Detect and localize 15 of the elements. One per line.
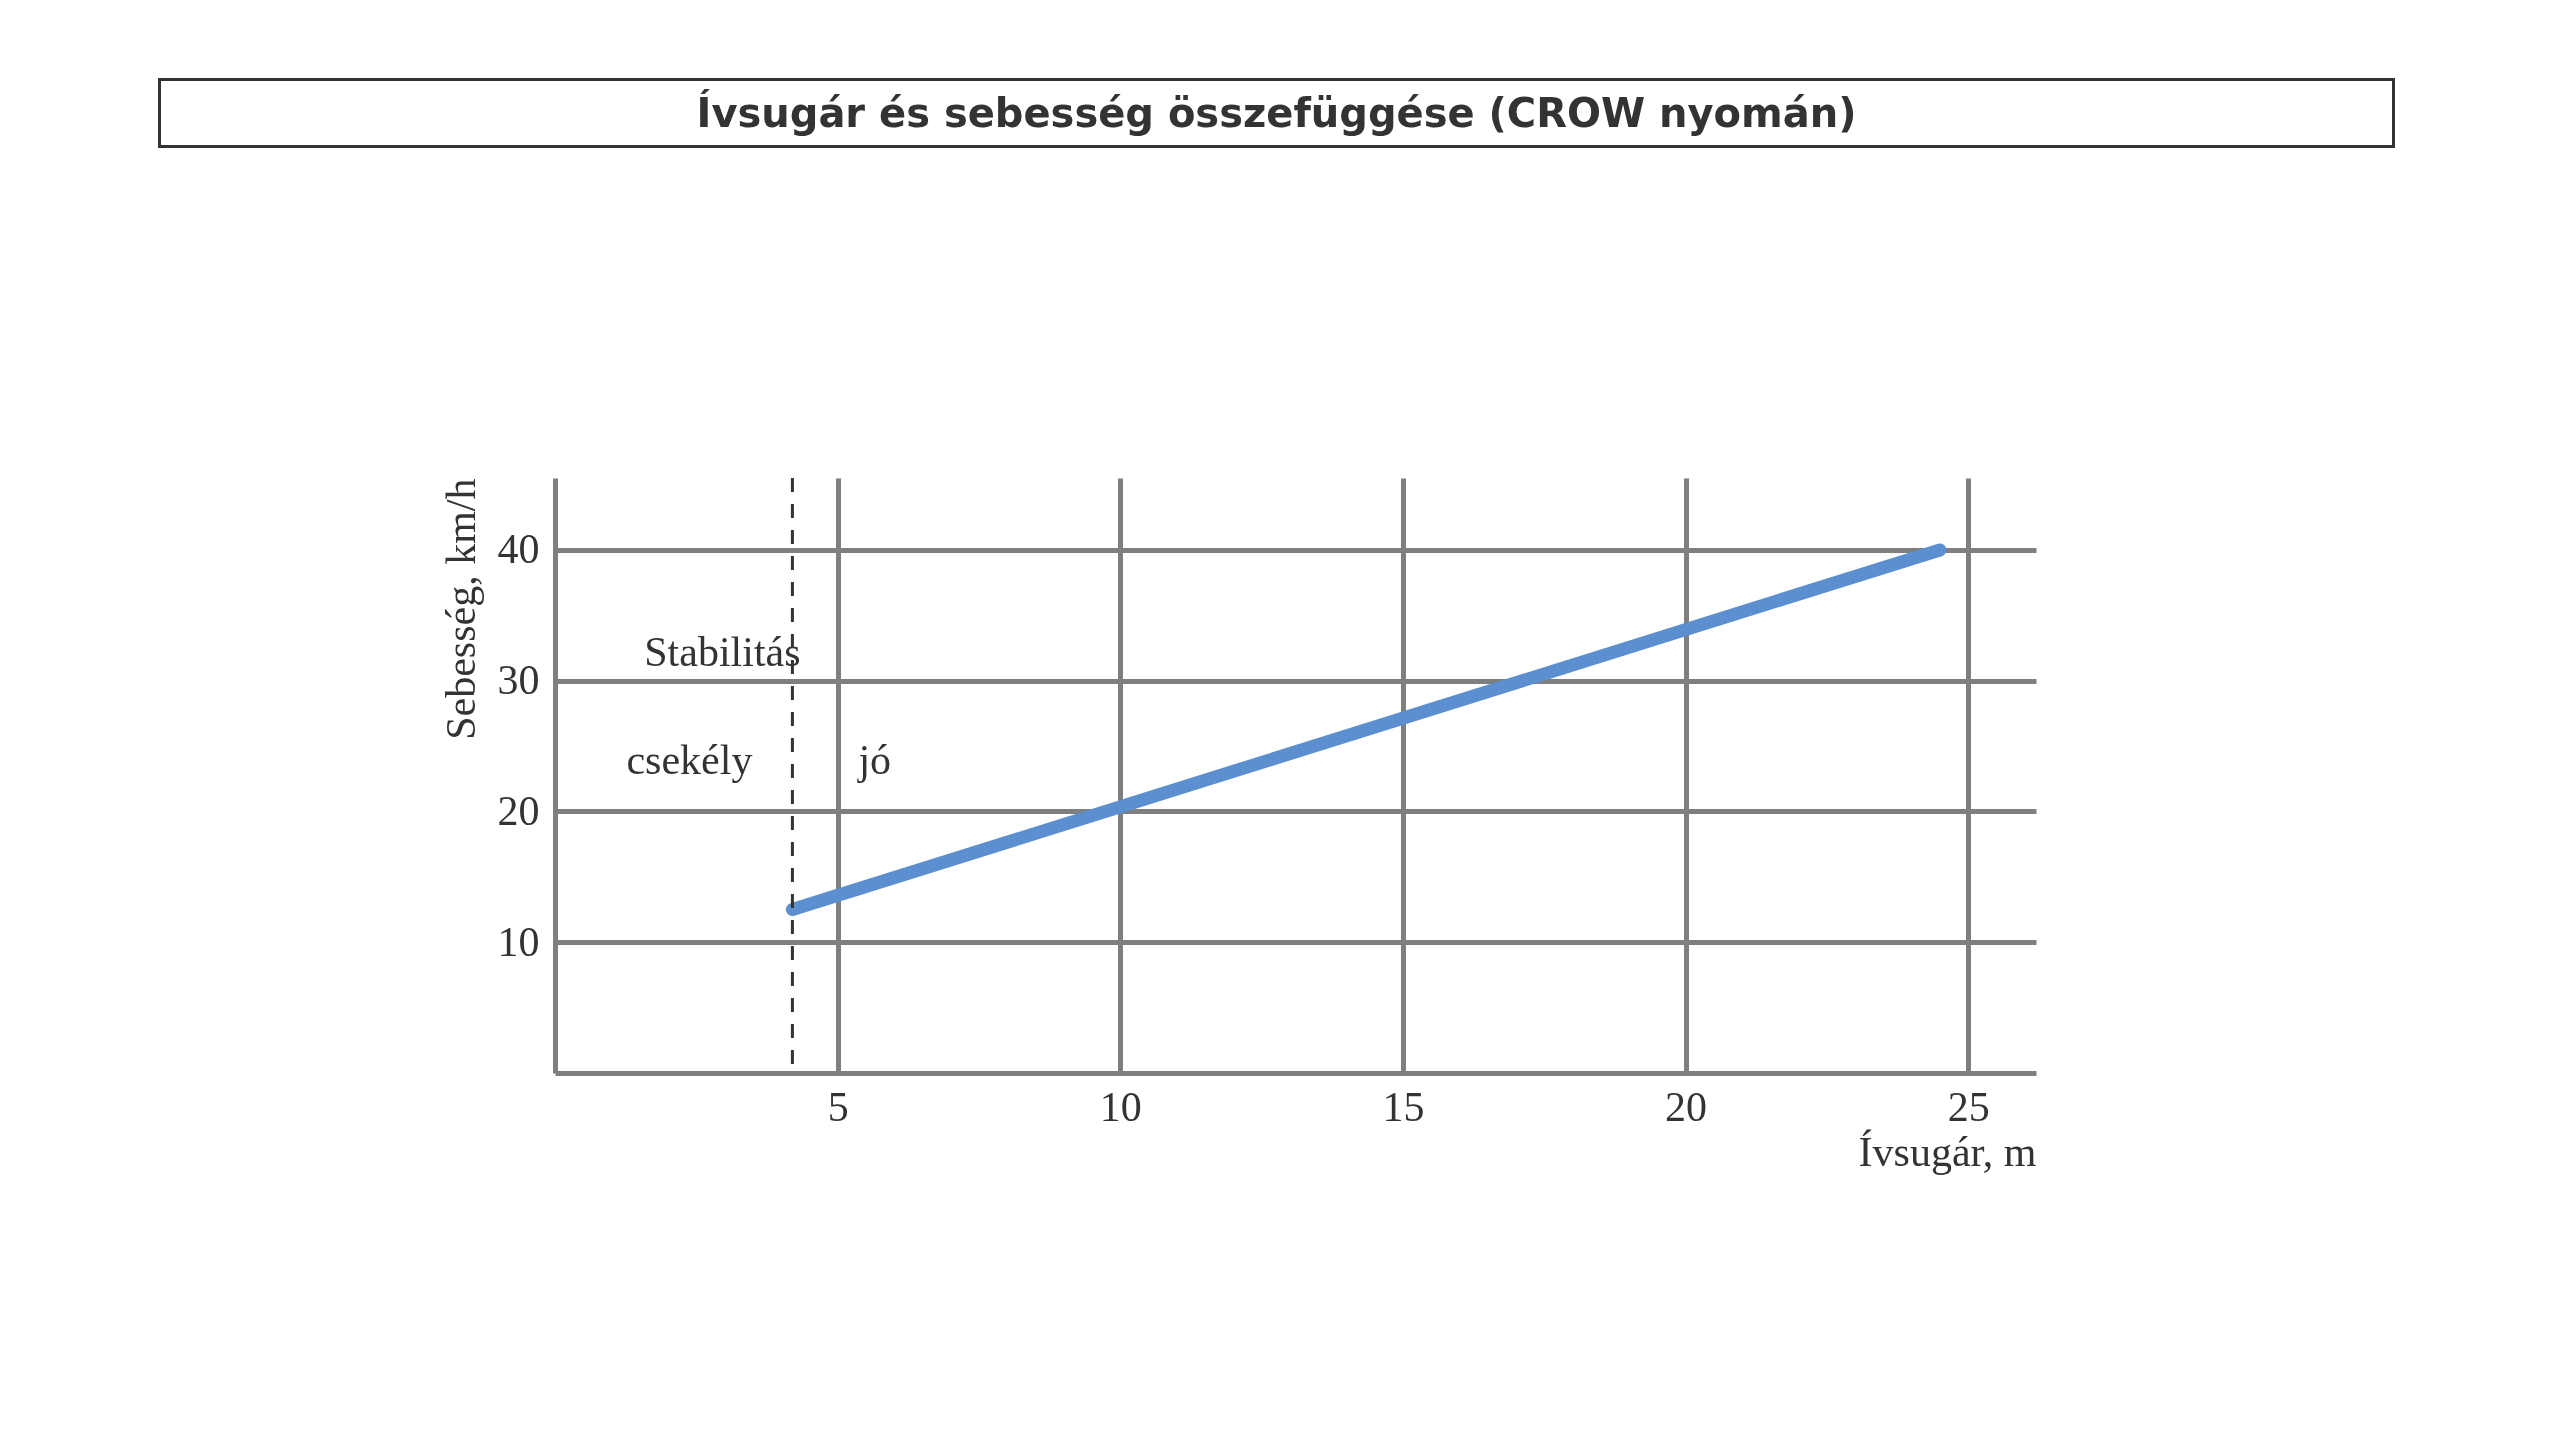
y-tick-label: 20 bbox=[497, 787, 540, 834]
x-tick-label: 20 bbox=[1665, 1083, 1708, 1130]
x-tick-label: 10 bbox=[1099, 1083, 1142, 1130]
annotation: csekély bbox=[626, 737, 753, 783]
x-axis-title: Ívsugár, m bbox=[1858, 1128, 2037, 1175]
y-tick-label: 30 bbox=[497, 657, 540, 704]
annotation: jó bbox=[856, 737, 892, 783]
x-tick-label: 15 bbox=[1382, 1083, 1425, 1130]
y-tick-label: 10 bbox=[497, 918, 540, 965]
y-axis-title: Sebesség, km/h bbox=[437, 478, 484, 740]
chart-title: Ívsugár és sebesség összefüggése (CROW nyomán) bbox=[158, 78, 2395, 148]
x-tick-label: 25 bbox=[1947, 1083, 1990, 1130]
x-tick-label: 5 bbox=[827, 1083, 849, 1130]
y-tick-label: 40 bbox=[497, 526, 540, 573]
annotation: Stabilitás bbox=[644, 629, 801, 675]
